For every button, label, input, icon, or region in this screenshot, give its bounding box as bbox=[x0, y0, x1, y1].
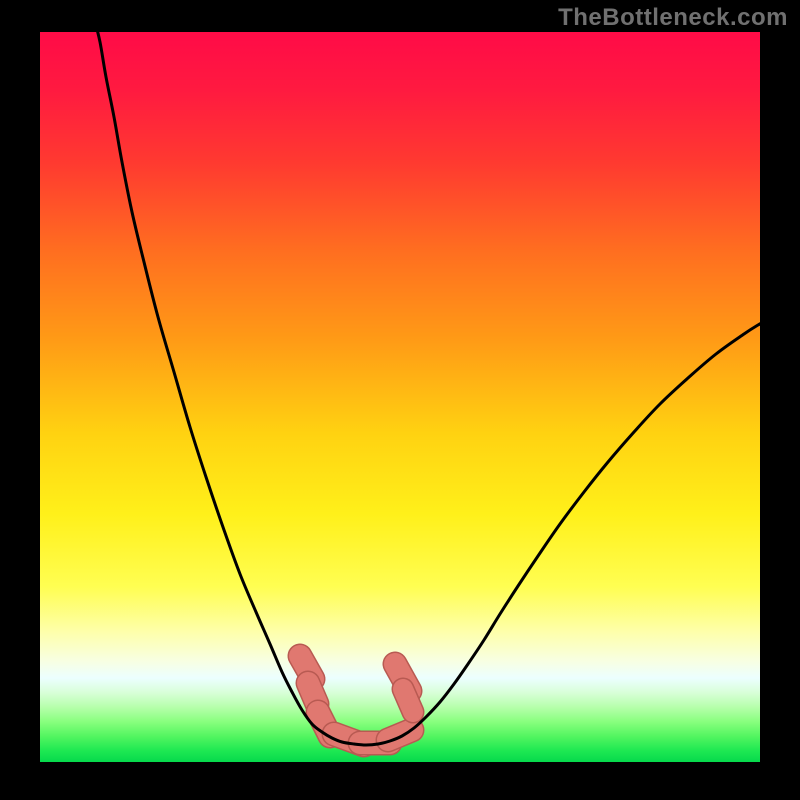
chart-canvas: TheBottleneck.com bbox=[0, 0, 800, 800]
gradient-background bbox=[40, 32, 760, 762]
plot-area bbox=[40, 32, 760, 762]
watermark-text: TheBottleneck.com bbox=[558, 4, 788, 32]
plot-svg bbox=[40, 32, 760, 762]
